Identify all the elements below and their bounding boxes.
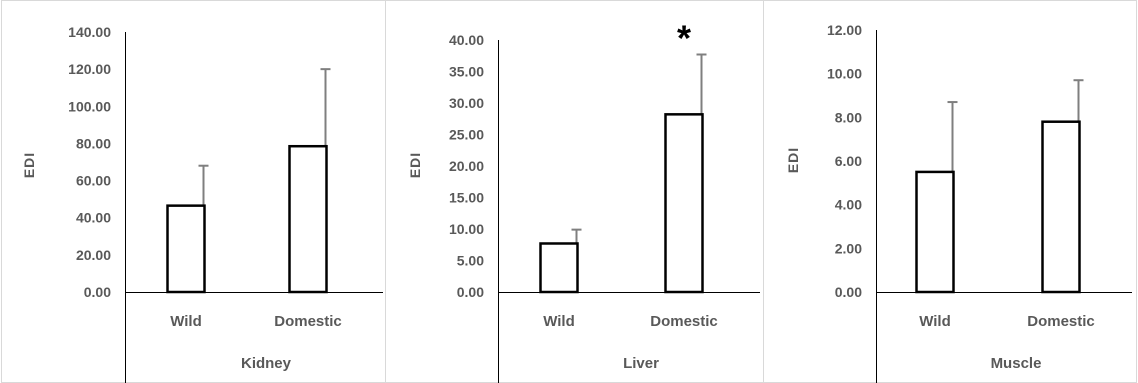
y-tick-label: 0.00: [84, 284, 111, 300]
y-tick-label: 120.00: [68, 61, 111, 77]
bar-wild: [166, 204, 206, 294]
chart-panel-muscle: 0.00 2.00 4.00 6.00 8.00 10.00 12.00 EDI Wild Dom…: [785, 22, 1132, 383]
x-tick-label: Domestic: [1027, 313, 1095, 330]
y-tick-label: 40.00: [449, 32, 484, 48]
y-tick-label: 4.00: [835, 197, 862, 213]
y-tick-label: 15.00: [449, 190, 484, 206]
chart-panel-liver: 0.00 5.00 10.00 15.00 20.00 25.00 30.00 35.00 40…: [407, 17, 760, 383]
bar-domestic: [288, 144, 328, 294]
y-axis-label: EDI: [21, 152, 37, 178]
bar-wild: [915, 170, 955, 294]
y-tick-label: 6.00: [835, 153, 862, 169]
y-tick-label: 8.00: [835, 109, 862, 125]
x-axis-label: Liver: [623, 355, 659, 372]
x-axis-label: Kidney: [241, 355, 292, 372]
y-tick-label: 12.00: [827, 22, 862, 38]
x-tick-label: Domestic: [650, 313, 718, 330]
y-tick-label: 100.00: [68, 98, 111, 114]
y-tick-label: 2.00: [835, 240, 862, 256]
y-tick-label: 0.00: [457, 284, 484, 300]
bar-domestic: [1041, 120, 1081, 294]
y-tick-label: 140.00: [68, 24, 111, 40]
y-tick-label: 0.00: [835, 284, 862, 300]
y-tick-label: 60.00: [76, 173, 111, 189]
y-tick-label: 20.00: [76, 247, 111, 263]
y-tick-label: 10.00: [449, 221, 484, 237]
y-tick-label: 35.00: [449, 64, 484, 80]
y-tick-label: 80.00: [76, 135, 111, 151]
bar-wild: [539, 242, 579, 294]
x-axis-label: Muscle: [991, 355, 1042, 372]
y-tick-label: 10.00: [827, 66, 862, 82]
x-tick-label: Wild: [543, 313, 575, 330]
chart-panel-kidney: 0.00 20.00 40.00 60.00 80.00 100.00 120.00 140.…: [21, 24, 383, 383]
y-tick-label: 25.00: [449, 127, 484, 143]
x-tick-label: Wild: [170, 313, 202, 330]
y-tick-label: 5.00: [457, 253, 484, 269]
x-tick-label: Wild: [919, 313, 951, 330]
y-tick-label: 30.00: [449, 95, 484, 111]
significance-marker: *: [677, 17, 691, 58]
y-tick-label: 20.00: [449, 158, 484, 174]
y-axis-label: EDI: [785, 147, 801, 173]
y-axis-label: EDI: [407, 152, 423, 178]
bar-domestic: [664, 113, 704, 294]
y-tick-label: 40.00: [76, 210, 111, 226]
x-tick-label: Domestic: [274, 313, 342, 330]
